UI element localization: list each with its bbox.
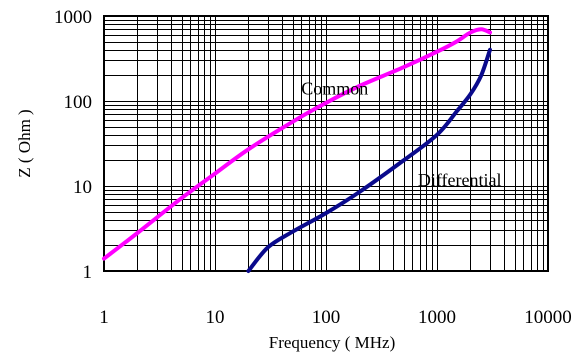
x-tick-label: 10000 [524, 307, 572, 328]
y-tick-label: 100 [64, 92, 93, 113]
series-annotation: Differential [418, 170, 502, 190]
y-tick-label: 10 [73, 177, 92, 198]
annotations: Common Differential [301, 78, 501, 190]
x-tick-label: 10 [206, 307, 225, 328]
tick-labels: 1 10 100 1000 10000 1 10 100 1000 [54, 7, 572, 328]
x-axis-title: Frequency ( MHz) [269, 333, 396, 352]
grid [104, 16, 548, 271]
series-annotation: Common [301, 78, 368, 98]
series-line-differential [246, 47, 492, 273]
series-line-common [102, 27, 492, 261]
x-tick-label: 100 [312, 307, 341, 328]
series-lines [102, 27, 492, 273]
y-tick-label: 1000 [54, 7, 92, 28]
x-tick-label: 1 [99, 307, 109, 328]
y-tick-label: 1 [83, 262, 93, 283]
y-axis-title: Z ( Ohm ) [15, 109, 34, 177]
plot-frame [103, 15, 549, 272]
x-tick-label: 1000 [418, 307, 456, 328]
